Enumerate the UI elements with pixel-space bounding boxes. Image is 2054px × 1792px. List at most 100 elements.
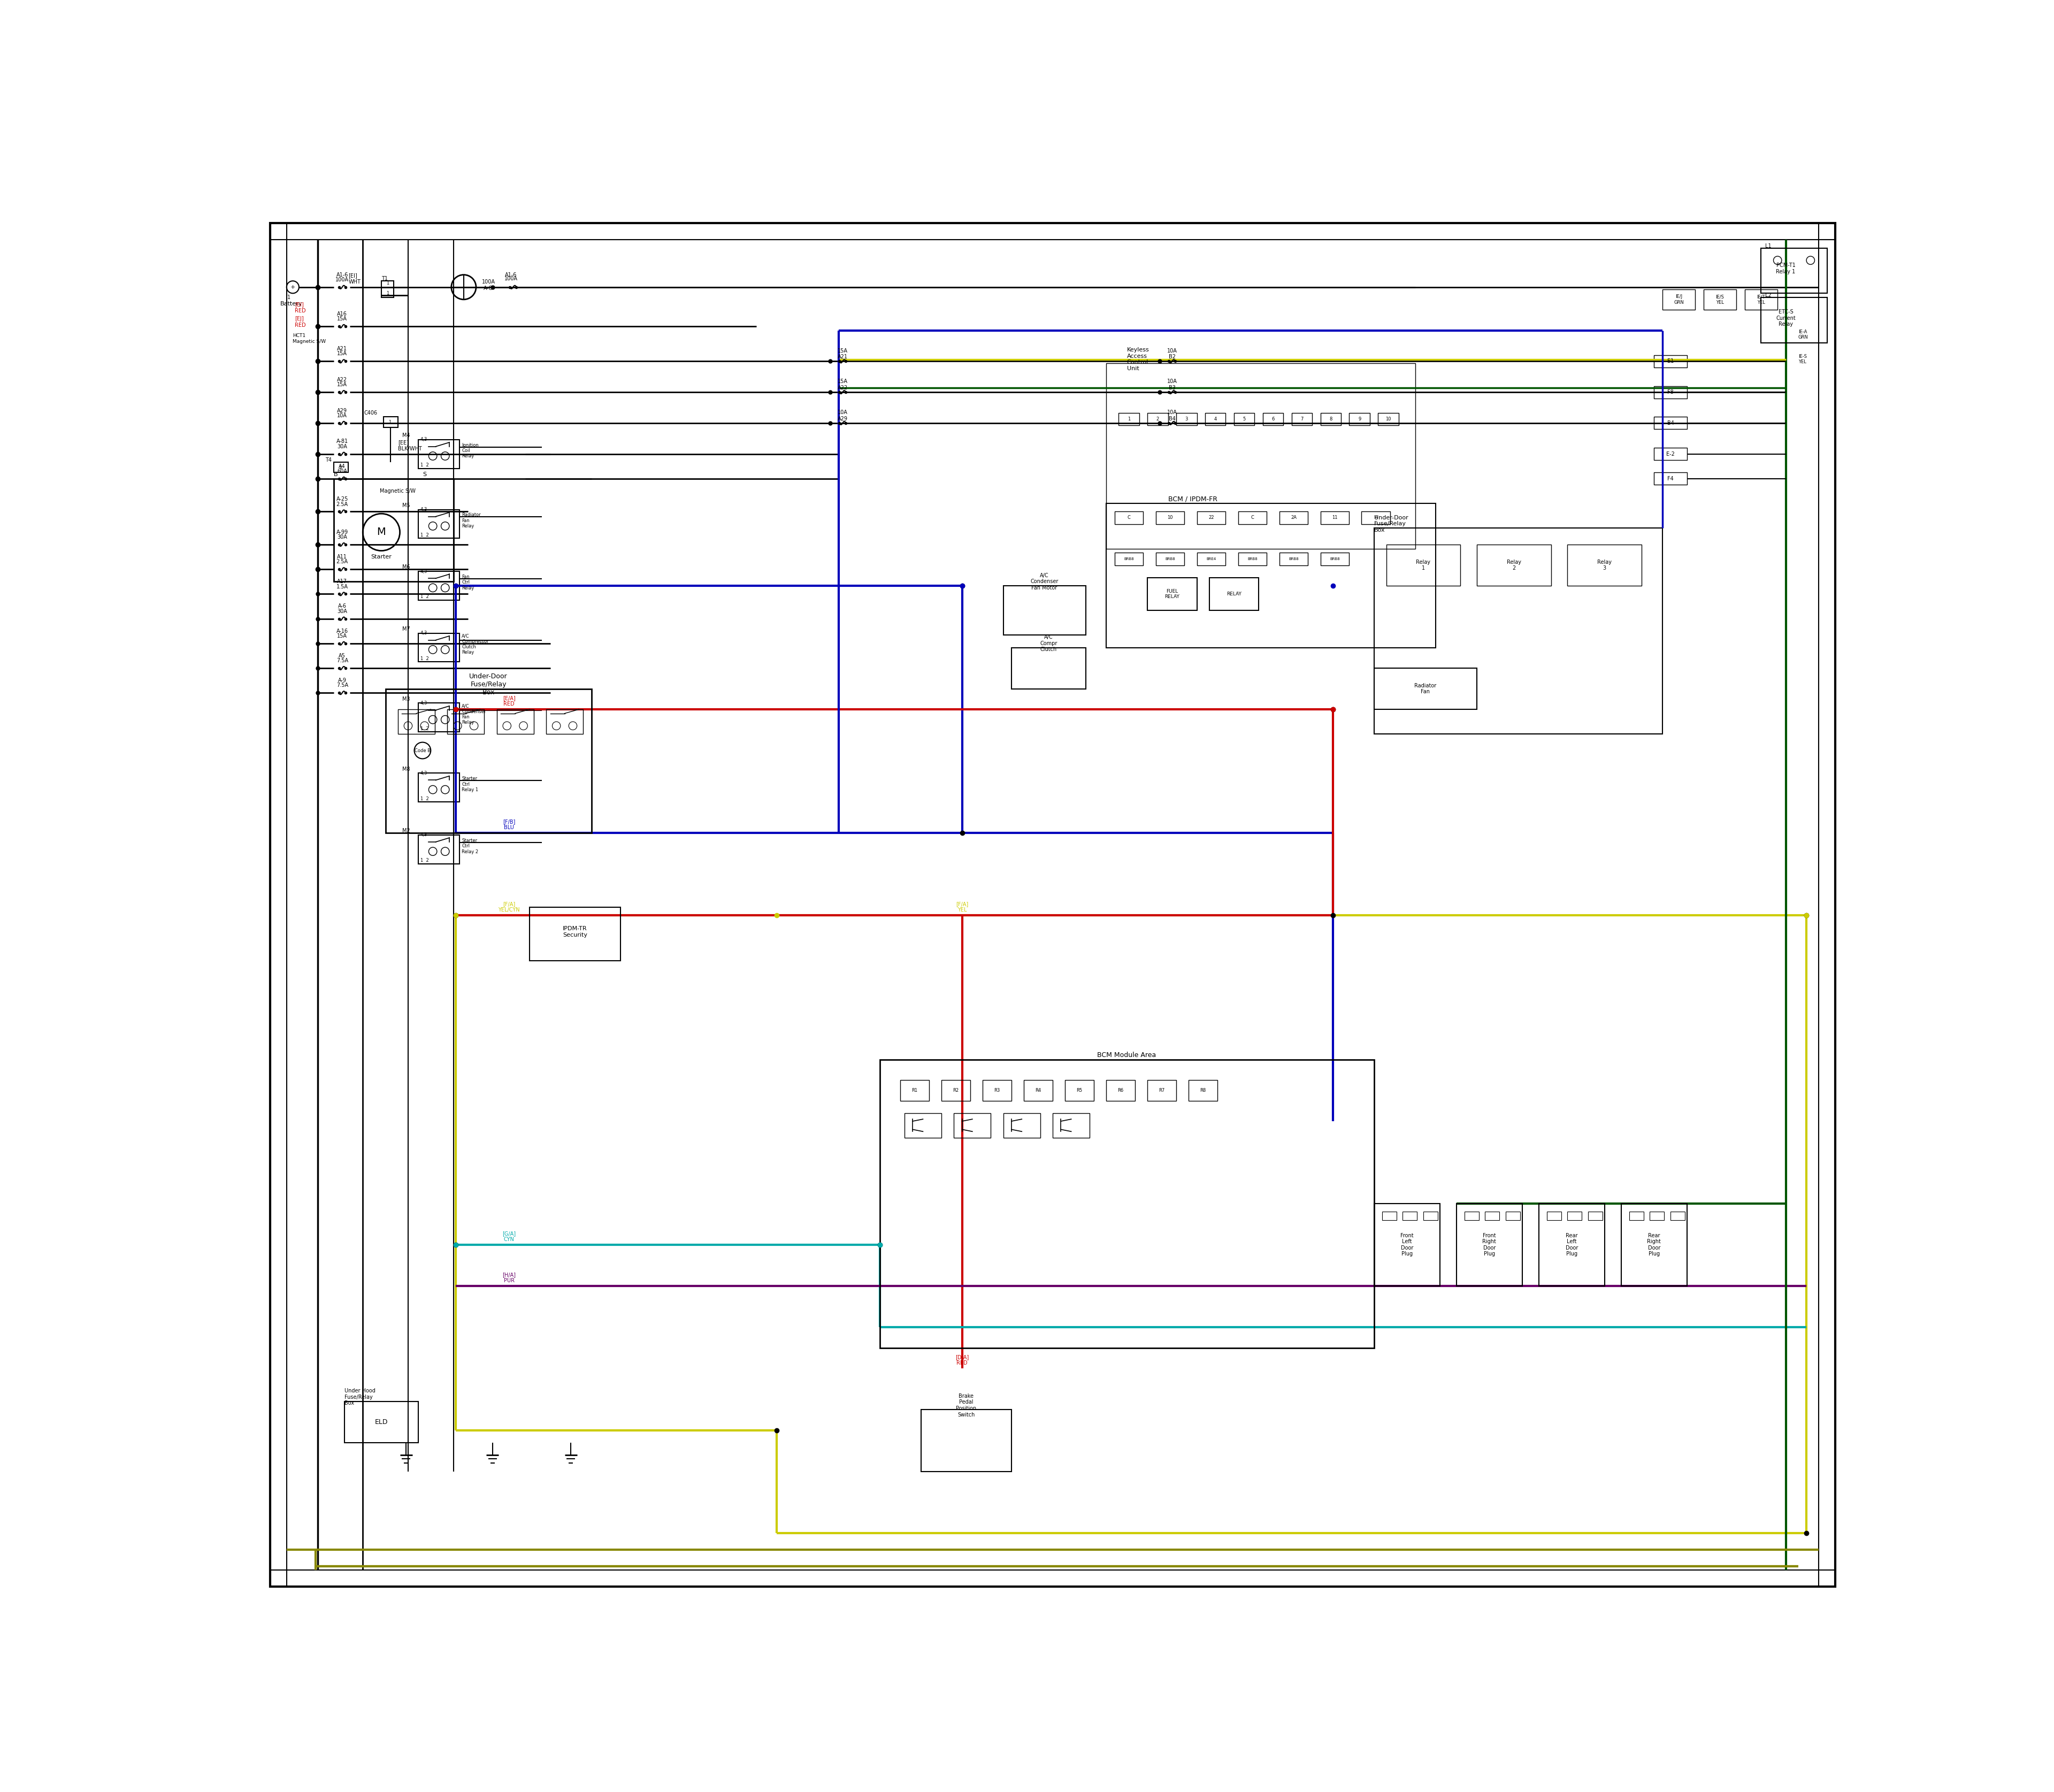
Bar [1280, 511, 1308, 523]
Text: C406: C406 [364, 410, 378, 416]
Text: A-81: A-81 [337, 439, 347, 444]
Bar [1119, 412, 1140, 425]
Text: M7: M7 [403, 627, 411, 631]
Bar [920, 1410, 1011, 1471]
Text: Magnetic S/W: Magnetic S/W [380, 489, 415, 493]
Text: 30A: 30A [337, 534, 347, 539]
Text: IE/S
YEL: IE/S YEL [1715, 294, 1723, 305]
Text: Radiator
Fan
Relay: Radiator Fan Relay [462, 513, 481, 529]
Bar [1760, 297, 1826, 342]
Text: A1-6: A1-6 [505, 272, 518, 278]
Text: 15A: 15A [337, 315, 347, 321]
Text: 4: 4 [1214, 416, 1216, 421]
Text: BCM / IPDM-FR: BCM / IPDM-FR [1169, 496, 1218, 504]
Bar [1485, 1211, 1499, 1220]
Bar [335, 478, 454, 582]
Bar [1403, 1211, 1417, 1220]
Text: A-16: A-16 [337, 629, 347, 634]
Text: 4,3: 4,3 [421, 631, 427, 636]
Text: 15A: 15A [337, 382, 347, 387]
Text: 10A
A29: 10A A29 [838, 410, 848, 421]
Text: M: M [376, 527, 386, 538]
Bar [1066, 1081, 1095, 1100]
Text: [G/A]
CYN: [G/A] CYN [503, 1231, 516, 1242]
Text: 10A
B2: 10A B2 [1167, 348, 1177, 360]
Text: Code B: Code B [415, 747, 431, 753]
Bar [384, 418, 398, 426]
Text: 10: 10 [1167, 516, 1173, 520]
Text: 4,3: 4,3 [421, 771, 427, 776]
Bar [1177, 412, 1197, 425]
Bar [1653, 355, 1686, 367]
Text: L2: L2 [1764, 292, 1771, 297]
Text: 11: 11 [1331, 516, 1337, 520]
Text: A5: A5 [339, 652, 345, 658]
Text: C: C [1128, 516, 1130, 520]
Bar [1456, 1204, 1522, 1287]
Bar [953, 1113, 990, 1138]
Text: R7: R7 [1158, 1088, 1165, 1093]
Text: Rear
Right
Door
Plug: Rear Right Door Plug [1647, 1233, 1662, 1256]
Bar [1263, 412, 1284, 425]
Text: 10A
B3: 10A B3 [1167, 378, 1177, 391]
Text: [F/A]
YEL/CYN: [F/A] YEL/CYN [499, 901, 520, 912]
Text: Fan
Ctrl
Relay: Fan Ctrl Relay [462, 575, 474, 590]
Text: PCM-T1
Relay 1: PCM-T1 Relay 1 [1777, 263, 1795, 274]
Text: 1: 1 [339, 466, 341, 470]
Text: FUEL
RELAY: FUEL RELAY [1165, 590, 1179, 599]
Bar [1649, 1211, 1664, 1220]
Bar [1362, 511, 1391, 523]
Text: 7: 7 [1300, 416, 1304, 421]
Text: Starter
Ctrl
Relay 1: Starter Ctrl Relay 1 [462, 776, 479, 792]
Text: A-6: A-6 [339, 604, 347, 609]
Text: 10A: 10A [337, 412, 347, 418]
Text: 10A
B4: 10A B4 [1167, 410, 1177, 421]
Bar [1374, 529, 1662, 735]
Text: 15A
A22: 15A A22 [838, 378, 848, 391]
Text: [D/A]
RED: [D/A] RED [955, 1355, 969, 1366]
Bar [1653, 473, 1686, 486]
Bar [1760, 247, 1826, 294]
Bar [1567, 1211, 1582, 1220]
Text: A22: A22 [337, 376, 347, 382]
Bar [1115, 511, 1144, 523]
Bar [1547, 1211, 1561, 1220]
Text: 1.5A: 1.5A [337, 584, 347, 590]
Text: 6: 6 [1271, 416, 1273, 421]
Bar [1148, 1081, 1177, 1100]
Bar [1115, 552, 1144, 564]
Text: A/C
Compressor
Clutch
Relay: A/C Compressor Clutch Relay [462, 634, 489, 656]
Bar [1506, 1211, 1520, 1220]
Bar [904, 1113, 941, 1138]
Bar [419, 702, 460, 731]
Bar [1670, 1211, 1684, 1220]
Text: Rear
Left
Door
Plug: Rear Left Door Plug [1565, 1233, 1577, 1256]
Text: 1: 1 [388, 419, 390, 425]
Text: R4: R4 [1035, 1088, 1041, 1093]
Bar [1206, 412, 1226, 425]
Text: IE/J
GRN: IE/J GRN [1674, 294, 1684, 305]
Text: E-2: E-2 [1666, 452, 1674, 457]
Bar [1280, 552, 1308, 564]
Bar [1107, 1081, 1136, 1100]
Text: B: B [335, 471, 339, 477]
Text: 1: 1 [386, 290, 388, 296]
Text: 60A: 60A [337, 468, 347, 473]
Bar [1052, 1113, 1091, 1138]
Text: Under-Door
Fuse/Relay
Box: Under-Door Fuse/Relay Box [468, 674, 507, 695]
Text: M6: M6 [403, 564, 411, 570]
Text: Relay
2: Relay 2 [1508, 559, 1522, 572]
Text: 2.5A: 2.5A [337, 559, 347, 564]
Bar [879, 1059, 1374, 1348]
Text: Front
Left
Door
Plug: Front Left Door Plug [1401, 1233, 1413, 1256]
Bar [1662, 289, 1695, 310]
Text: BRB8: BRB8 [1165, 557, 1175, 561]
Text: F4: F4 [1668, 477, 1674, 482]
Text: A1-6: A1-6 [337, 272, 349, 278]
Text: 100A: 100A [335, 278, 349, 283]
Text: R3: R3 [994, 1088, 1000, 1093]
Bar [1378, 412, 1399, 425]
Bar [1349, 412, 1370, 425]
Text: 1: 1 [1128, 416, 1130, 421]
Text: 7.5A: 7.5A [337, 683, 347, 688]
